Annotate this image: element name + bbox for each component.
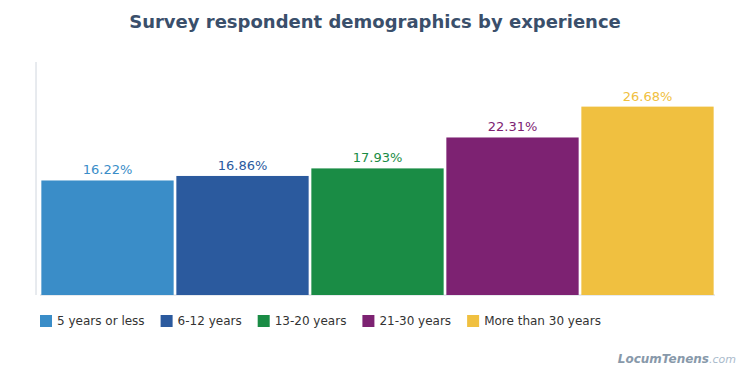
legend-entry: 6-12 years [178,314,242,328]
data-label: 16.22% [83,162,133,177]
data-label: 22.31% [488,119,538,134]
legend: 5 years or less 6-12 years 13-20 years 21-3… [40,314,601,328]
bar [41,180,173,295]
annotation: .com [709,353,736,366]
legend-swatch [40,315,52,327]
bars [41,107,713,295]
legend-swatch [467,315,479,327]
legend-entry: 21-30 years [379,314,451,328]
bar [311,168,443,295]
legend-entry: 5 years or less [57,314,145,328]
bar [446,137,578,295]
data-label: 17.93% [353,150,403,165]
background [0,0,750,373]
chart: Survey respondent demographics by experi… [0,0,750,373]
data-label: 26.68% [623,89,673,104]
legend-swatch [258,315,270,327]
bar [176,176,308,295]
bar [581,107,713,295]
legend-swatch [161,315,173,327]
title: Survey respondent demographics by experi… [129,11,621,32]
y-axis-line [36,62,37,295]
data-label: 16.86% [218,158,268,173]
legend-entry: 13-20 years [275,314,347,328]
data-labels: 16.22% 16.86% 17.93% 22.31% 26.68% [83,89,673,178]
legend-swatch [362,315,374,327]
legend-entry: More than 30 years [484,314,601,328]
watermark: LocumTenens.com [618,352,736,366]
annotation: LocumTenens [618,352,709,366]
